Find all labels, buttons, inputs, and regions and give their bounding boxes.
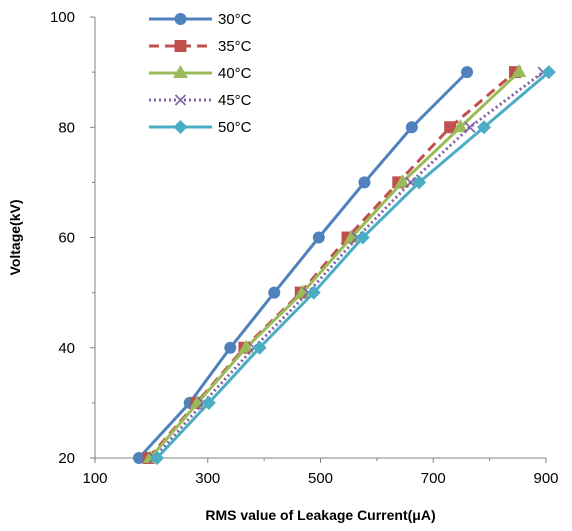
data-point [405, 121, 418, 134]
legend-item: 40°C [149, 65, 252, 82]
data-point [461, 66, 474, 79]
data-point [201, 395, 216, 410]
series-line [155, 70, 550, 460]
x-tick-label: 500 [308, 470, 333, 487]
data-point [464, 121, 476, 133]
data-point [358, 176, 371, 189]
legend-label: 40°C [218, 65, 252, 82]
data-point [394, 174, 410, 188]
legend-item: 35°C [149, 38, 252, 55]
legend-marker [174, 13, 187, 25]
data-point [511, 64, 527, 78]
series-layer [132, 64, 556, 465]
x-tick-label: 700 [421, 470, 446, 487]
data-point [306, 285, 321, 300]
y-tick-label: 100 [50, 9, 75, 26]
series-line [137, 71, 469, 460]
series-1 [132, 66, 474, 464]
legend: 30°C 35°C 40°C 45°C 50°C [149, 11, 252, 136]
data-point [312, 231, 325, 244]
legend-marker [173, 120, 188, 134]
y-tick-label: 80 [58, 119, 75, 136]
y-axis-title: Voltage(kV) [7, 200, 23, 276]
x-tick-label: 900 [533, 470, 558, 487]
legend-label: 30°C [218, 11, 252, 28]
series-5 [150, 65, 556, 465]
legend-label: 35°C [218, 38, 252, 55]
x-axis-title: RMS value of Leakage Current(μA) [205, 507, 435, 523]
x-tick-label: 300 [195, 470, 220, 487]
data-point [238, 339, 254, 353]
y-tick-label: 20 [58, 450, 75, 467]
data-point [412, 175, 427, 190]
legend-item: 50°C [149, 119, 252, 136]
data-point [541, 65, 556, 80]
legend-marker [174, 40, 187, 52]
axes: 20 40 60 80 100 100 300 500 700 900 [50, 9, 559, 487]
legend-marker [174, 94, 187, 106]
y-tick-label: 40 [58, 340, 75, 357]
data-point [355, 230, 370, 245]
data-point [150, 451, 165, 465]
series-line [153, 70, 545, 459]
data-point [252, 340, 267, 355]
legend-item: 45°C [149, 92, 252, 109]
data-point [224, 341, 237, 354]
data-point [476, 120, 491, 135]
legend-label: 50°C [218, 119, 252, 136]
series-line [149, 71, 520, 459]
data-point [452, 119, 468, 133]
data-point [132, 452, 145, 464]
x-tick-label: 100 [82, 470, 107, 487]
data-point [268, 286, 281, 299]
data-point [444, 121, 457, 134]
y-tick-label: 60 [58, 230, 75, 247]
legend-marker [173, 65, 188, 78]
legend-label: 45°C [218, 92, 252, 109]
legend-item: 30°C [149, 11, 252, 28]
